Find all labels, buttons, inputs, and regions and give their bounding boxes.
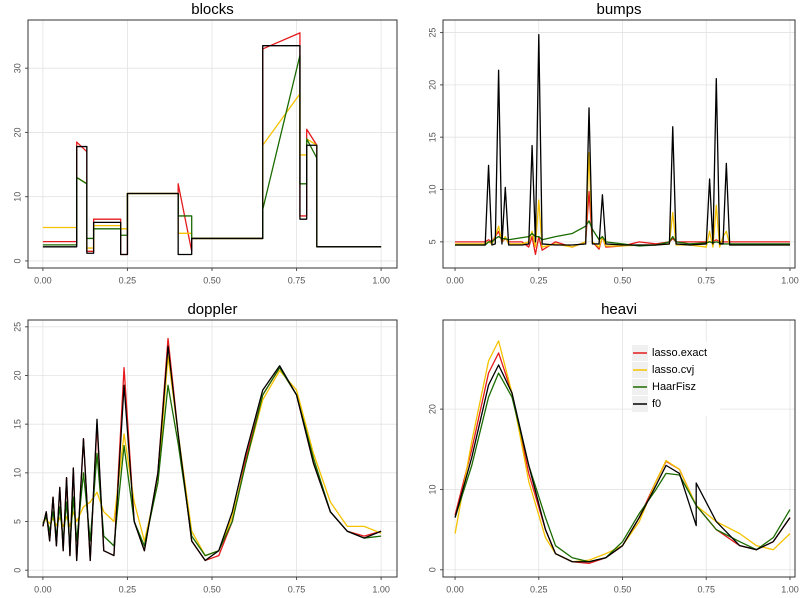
y-tick-label: 30 [12, 63, 22, 73]
panel: bumps 0.00 0.25 0.50 0.75 1.00 5 10 15 20 25 [427, 1, 798, 285]
x-tick-label: 1.00 [781, 584, 799, 594]
x-tick-label: 1.00 [372, 275, 390, 285]
y-tick-label: 5 [427, 239, 437, 244]
y-tick-label: 20 [427, 404, 437, 414]
y-tick-label: 20 [12, 127, 22, 137]
x-tick-label: 0.50 [203, 584, 221, 594]
x-tick-label: 0.75 [697, 275, 715, 285]
x-tick-label: 0.50 [203, 275, 221, 285]
series-line [454, 372, 791, 563]
series-line [42, 345, 382, 562]
chart-title: blocks [191, 1, 234, 18]
y-tick-label: 15 [427, 132, 437, 142]
legend-label: f0 [652, 398, 661, 410]
series-line [455, 34, 790, 246]
y-tick-label: 0 [427, 567, 437, 572]
y-tick-label: 0 [12, 568, 22, 573]
legend-label: HaarFisz [652, 381, 696, 393]
y-tick-label: 5 [12, 519, 22, 524]
y-tick-label: 15 [12, 419, 22, 429]
x-tick-label: 0.50 [614, 584, 632, 594]
y-tick-label: 20 [427, 80, 437, 90]
y-tick-label: 10 [12, 468, 22, 478]
x-tick-label: 1.00 [372, 584, 390, 594]
x-tick-label: 0.25 [119, 584, 137, 594]
x-tick-label: 0.00 [34, 584, 52, 594]
x-tick-label: 0.25 [119, 275, 137, 285]
x-tick-label: 0.25 [530, 275, 548, 285]
x-tick-label: 0.75 [697, 584, 715, 594]
panel: blocks 0.00 0.25 0.50 0.75 1.00 0 10 20 30 [12, 1, 398, 285]
panel: doppler 0.00 0.25 0.50 0.75 1.00 0 5 10 15 20 25 [12, 301, 398, 594]
x-tick-label: 0.25 [530, 584, 548, 594]
y-tick-label: 25 [12, 322, 22, 332]
chart-title: bumps [596, 1, 641, 18]
y-tick-label: 20 [12, 370, 22, 380]
legend-label: lasso.cvj [652, 364, 694, 376]
y-tick-label: 10 [427, 185, 437, 195]
plot-frame [27, 319, 398, 578]
legend-label: lasso.exact [652, 347, 707, 359]
x-tick-label: 1.00 [781, 275, 799, 285]
y-tick-label: 10 [12, 192, 22, 202]
x-tick-label: 0.75 [288, 584, 306, 594]
series-line [42, 45, 382, 256]
y-tick-label: 0 [12, 258, 22, 263]
plot-frame [27, 19, 398, 269]
panel: heavi 0.00 0.25 0.50 0.75 1.00 0 10 20 lasso.exac… [427, 301, 798, 594]
x-tick-label: 0.75 [288, 275, 306, 285]
x-tick-label: 0.00 [446, 584, 464, 594]
y-tick-label: 10 [427, 484, 437, 494]
chart-title: doppler [187, 301, 237, 318]
series-line [454, 364, 791, 563]
plot-frame [442, 319, 796, 578]
series-line [455, 220, 790, 247]
plot-frame [442, 19, 796, 269]
chart-title: heavi [601, 301, 637, 318]
x-tick-label: 0.00 [34, 275, 52, 285]
x-tick-label: 0.50 [614, 275, 632, 285]
x-tick-label: 0.00 [446, 275, 464, 285]
y-tick-label: 25 [427, 28, 437, 38]
